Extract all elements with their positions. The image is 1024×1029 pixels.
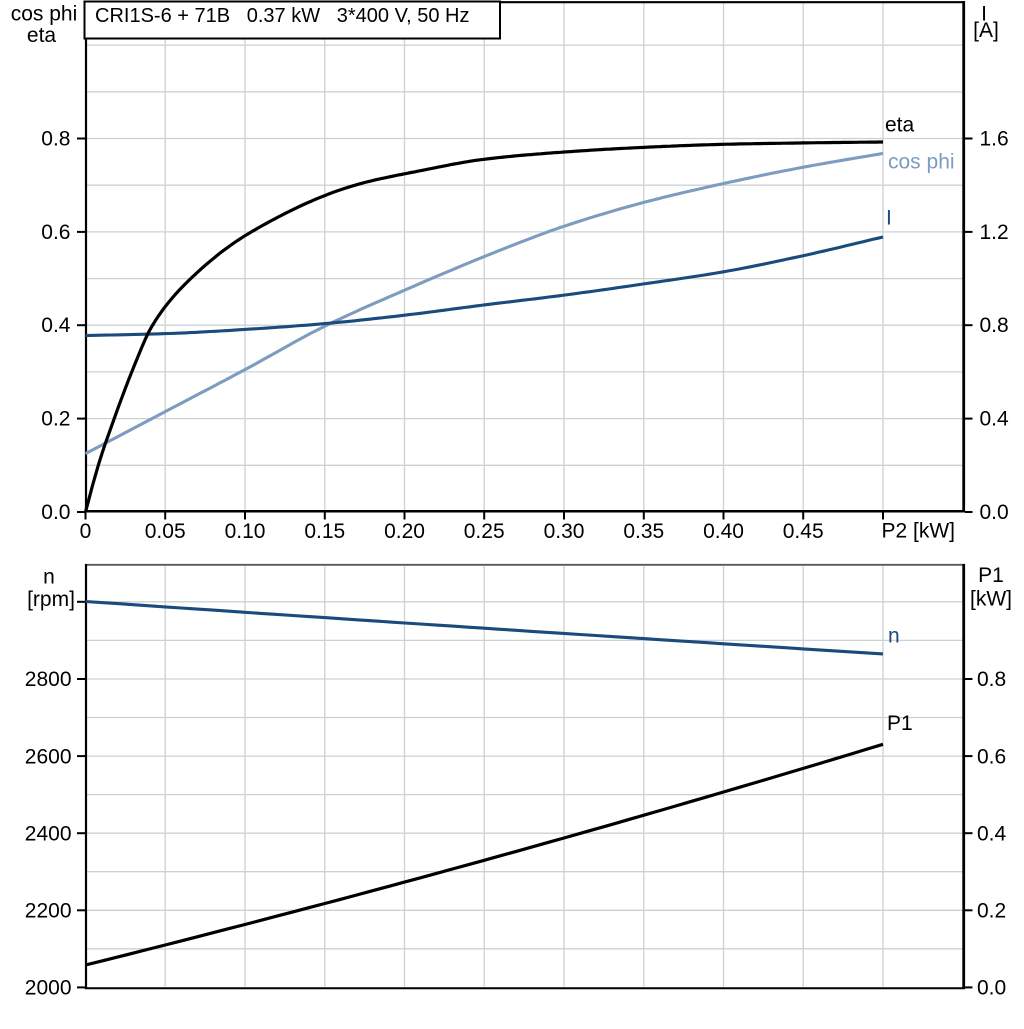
svg-text:cos phi: cos phi [888, 151, 955, 174]
svg-text:eta: eta [27, 24, 57, 47]
svg-text:0.45: 0.45 [783, 520, 824, 543]
svg-text:0.6: 0.6 [41, 221, 70, 244]
svg-text:0.0: 0.0 [41, 501, 70, 524]
svg-text:0.10: 0.10 [225, 520, 266, 543]
svg-text:0: 0 [80, 520, 92, 543]
svg-text:P1: P1 [978, 564, 1004, 587]
svg-text:2600: 2600 [25, 745, 72, 768]
svg-text:cos phi: cos phi [11, 3, 78, 26]
svg-text:0.40: 0.40 [703, 520, 744, 543]
svg-text:I: I [886, 207, 892, 230]
svg-text:[rpm]: [rpm] [27, 588, 75, 611]
svg-text:[A]: [A] [973, 19, 999, 42]
svg-text:0.30: 0.30 [544, 520, 585, 543]
svg-text:0.35: 0.35 [623, 520, 664, 543]
svg-text:0.2: 0.2 [977, 900, 1006, 923]
svg-text:0.15: 0.15 [304, 520, 345, 543]
svg-text:I: I [981, 3, 987, 26]
svg-text:2800: 2800 [25, 668, 72, 691]
svg-text:P1: P1 [887, 712, 913, 735]
svg-text:0.0: 0.0 [980, 501, 1009, 524]
svg-text:0.4: 0.4 [41, 314, 71, 337]
svg-text:P2 [kW]: P2 [kW] [881, 520, 955, 543]
svg-text:0.4: 0.4 [977, 822, 1007, 845]
svg-text:n: n [888, 625, 900, 648]
svg-text:0.0: 0.0 [977, 977, 1006, 1000]
svg-text:0.4: 0.4 [980, 408, 1010, 431]
svg-text:0.8: 0.8 [980, 314, 1009, 337]
svg-text:0.2: 0.2 [41, 408, 70, 431]
svg-text:0.8: 0.8 [977, 668, 1006, 691]
svg-text:1.2: 1.2 [980, 221, 1009, 244]
svg-text:0.20: 0.20 [384, 520, 425, 543]
svg-text:CRI1S-6 + 71B 0.37 kW 3*40: CRI1S-6 + 71B 0.37 kW 3*400 V, 50 Hz [95, 5, 469, 27]
svg-text:[kW]: [kW] [970, 588, 1012, 611]
svg-text:2400: 2400 [25, 822, 72, 845]
svg-text:2200: 2200 [25, 900, 72, 923]
svg-text:0.6: 0.6 [977, 745, 1006, 768]
svg-text:n: n [43, 566, 55, 589]
svg-text:eta: eta [885, 114, 915, 137]
svg-text:0.8: 0.8 [41, 128, 70, 151]
svg-text:0.25: 0.25 [464, 520, 505, 543]
svg-text:0.05: 0.05 [145, 520, 186, 543]
svg-text:2000: 2000 [25, 977, 72, 1000]
svg-text:1.6: 1.6 [980, 128, 1009, 151]
